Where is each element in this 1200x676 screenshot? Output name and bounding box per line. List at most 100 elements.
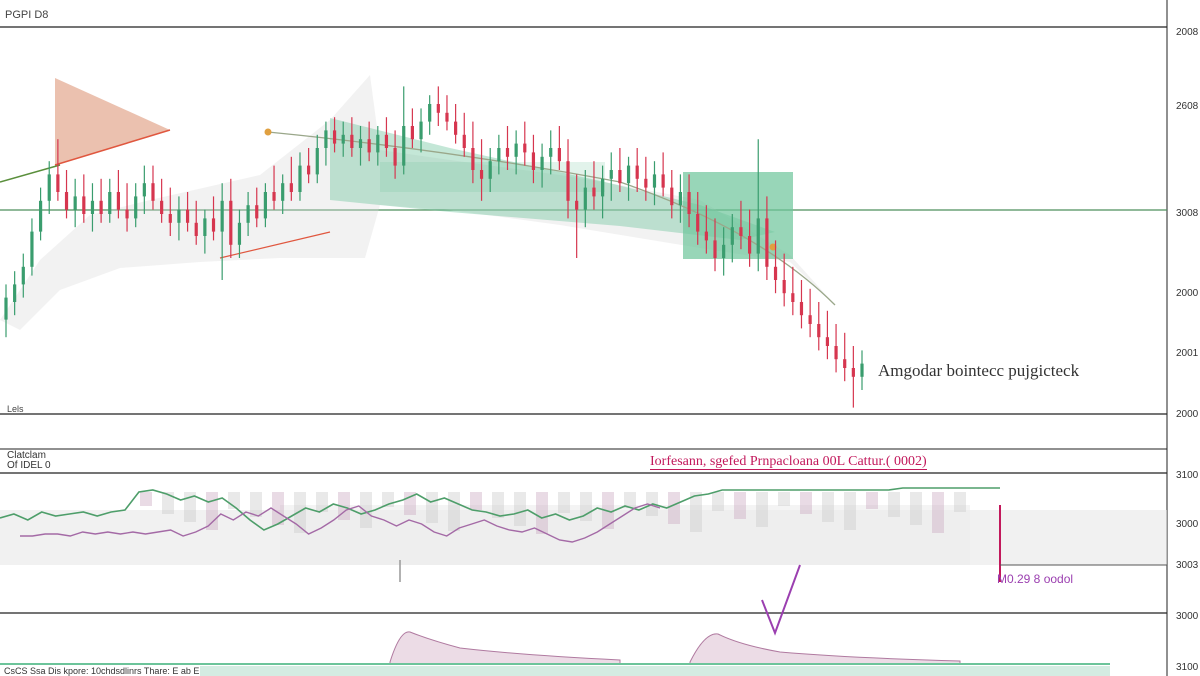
oscillator-bar: [888, 492, 900, 517]
candle-body: [626, 165, 631, 184]
candle-body: [843, 359, 847, 368]
candle-body: [289, 183, 293, 192]
candle-body: [454, 121, 458, 135]
candle-body: [782, 280, 786, 294]
osc-y-tick-2: 3000: [1176, 519, 1199, 530]
candle-body: [99, 200, 103, 214]
candlestick-series: [4, 86, 864, 408]
oscillator-bar: [932, 492, 944, 533]
triangle-trendline: [54, 129, 171, 166]
red-support-line: [219, 231, 331, 259]
oscillator-bar: [778, 492, 790, 506]
y-tick-3: 3008: [1176, 208, 1199, 219]
candle-body: [177, 209, 181, 223]
candle-body: [384, 134, 389, 148]
candle-body: [860, 363, 864, 377]
oscillator-bar: [294, 492, 306, 533]
candle-body: [142, 183, 146, 197]
bottom-footer-band: [200, 666, 1110, 676]
candle-body: [791, 293, 795, 302]
candle-body: [116, 192, 121, 210]
candle-body: [722, 244, 726, 258]
bottom-y-tick-1: 3000: [1176, 611, 1199, 622]
triangle-pattern: [55, 78, 170, 165]
indicator-label-1: Clatclam: [7, 450, 46, 461]
price-annotation: Amgodar bointecc pujgicteck: [878, 361, 1080, 380]
green-band-rect: [380, 162, 605, 192]
candle-body: [108, 192, 112, 214]
candle-body: [203, 218, 207, 236]
candle-body: [185, 209, 190, 223]
oscillator-bar: [668, 492, 680, 524]
oscillator-bar: [844, 492, 856, 530]
candle-body: [765, 218, 769, 267]
oscillator-bar: [140, 492, 152, 506]
y-tick-2: 2608: [1176, 101, 1199, 112]
oscillator-bar: [470, 492, 482, 510]
candle-body: [47, 174, 51, 201]
osc-y-tick-1: 3100: [1176, 470, 1199, 481]
candle-body: [332, 130, 337, 144]
oscillator-bar: [866, 492, 878, 509]
candle-body: [237, 222, 242, 245]
candle-body: [601, 178, 605, 197]
candle-body: [799, 302, 804, 316]
candle-body: [773, 266, 778, 280]
indicator-label-2: Of IDEL 0: [7, 460, 51, 471]
candle-body: [263, 192, 267, 219]
oscillator-bar: [338, 492, 350, 520]
candle-body: [272, 192, 276, 201]
bottom-y-tick-2: 3100: [1176, 662, 1199, 673]
candle-body: [246, 205, 250, 223]
grey-envelope-zone: [0, 75, 835, 330]
pivot-marker: [264, 128, 272, 136]
oscillator-bar: [316, 492, 328, 512]
candle-body: [652, 174, 657, 188]
candle-body: [635, 165, 639, 179]
candle-body: [661, 174, 665, 188]
oscillator-bar: [448, 492, 460, 531]
candle-body: [609, 170, 613, 179]
candle-body: [220, 200, 224, 232]
candle-body: [471, 148, 475, 170]
candle-body: [4, 297, 8, 320]
candle-body: [531, 152, 536, 170]
green-trendline: [0, 164, 61, 183]
candle-body: [687, 192, 691, 214]
oscillator-bar: [250, 492, 262, 517]
candle-body: [497, 148, 501, 162]
candle-body: [194, 222, 198, 236]
candle-body: [402, 126, 406, 166]
y-tick-4: 2000: [1176, 288, 1199, 299]
oscillator-bar: [624, 492, 636, 508]
candle-body: [436, 104, 440, 113]
candle-body: [410, 126, 414, 140]
candle-body: [644, 178, 648, 188]
candle-body: [678, 192, 683, 206]
main-corner-label: Lels: [7, 404, 24, 414]
candle-body: [56, 174, 60, 192]
bottom-footer-text: CsCS Ssa Dis kpore: 10chdsdlinrs Thare: …: [4, 666, 200, 676]
candle-body: [134, 196, 138, 219]
bottom-hump-right: [689, 633, 961, 665]
oscillator-bar: [712, 492, 724, 511]
oscillator-bar: [822, 492, 834, 522]
oscillator-bar: [426, 492, 438, 523]
candle-body: [229, 200, 233, 245]
y-tick-5: 2001: [1176, 348, 1199, 359]
candle-body: [713, 240, 717, 258]
oscillator-bar: [580, 492, 592, 521]
candle-body: [730, 227, 734, 245]
green-trend-channel: [330, 118, 775, 240]
candle-body: [298, 165, 302, 192]
candle-body: [583, 187, 587, 210]
candle-body: [704, 231, 708, 241]
candle-body: [419, 121, 423, 140]
candle-body: [817, 324, 821, 338]
oscillator-bar: [514, 492, 526, 526]
candle-body: [315, 148, 319, 175]
candle-body: [808, 315, 812, 324]
candle-body: [514, 143, 518, 157]
candle-body: [428, 104, 432, 122]
candle-body: [125, 209, 129, 219]
